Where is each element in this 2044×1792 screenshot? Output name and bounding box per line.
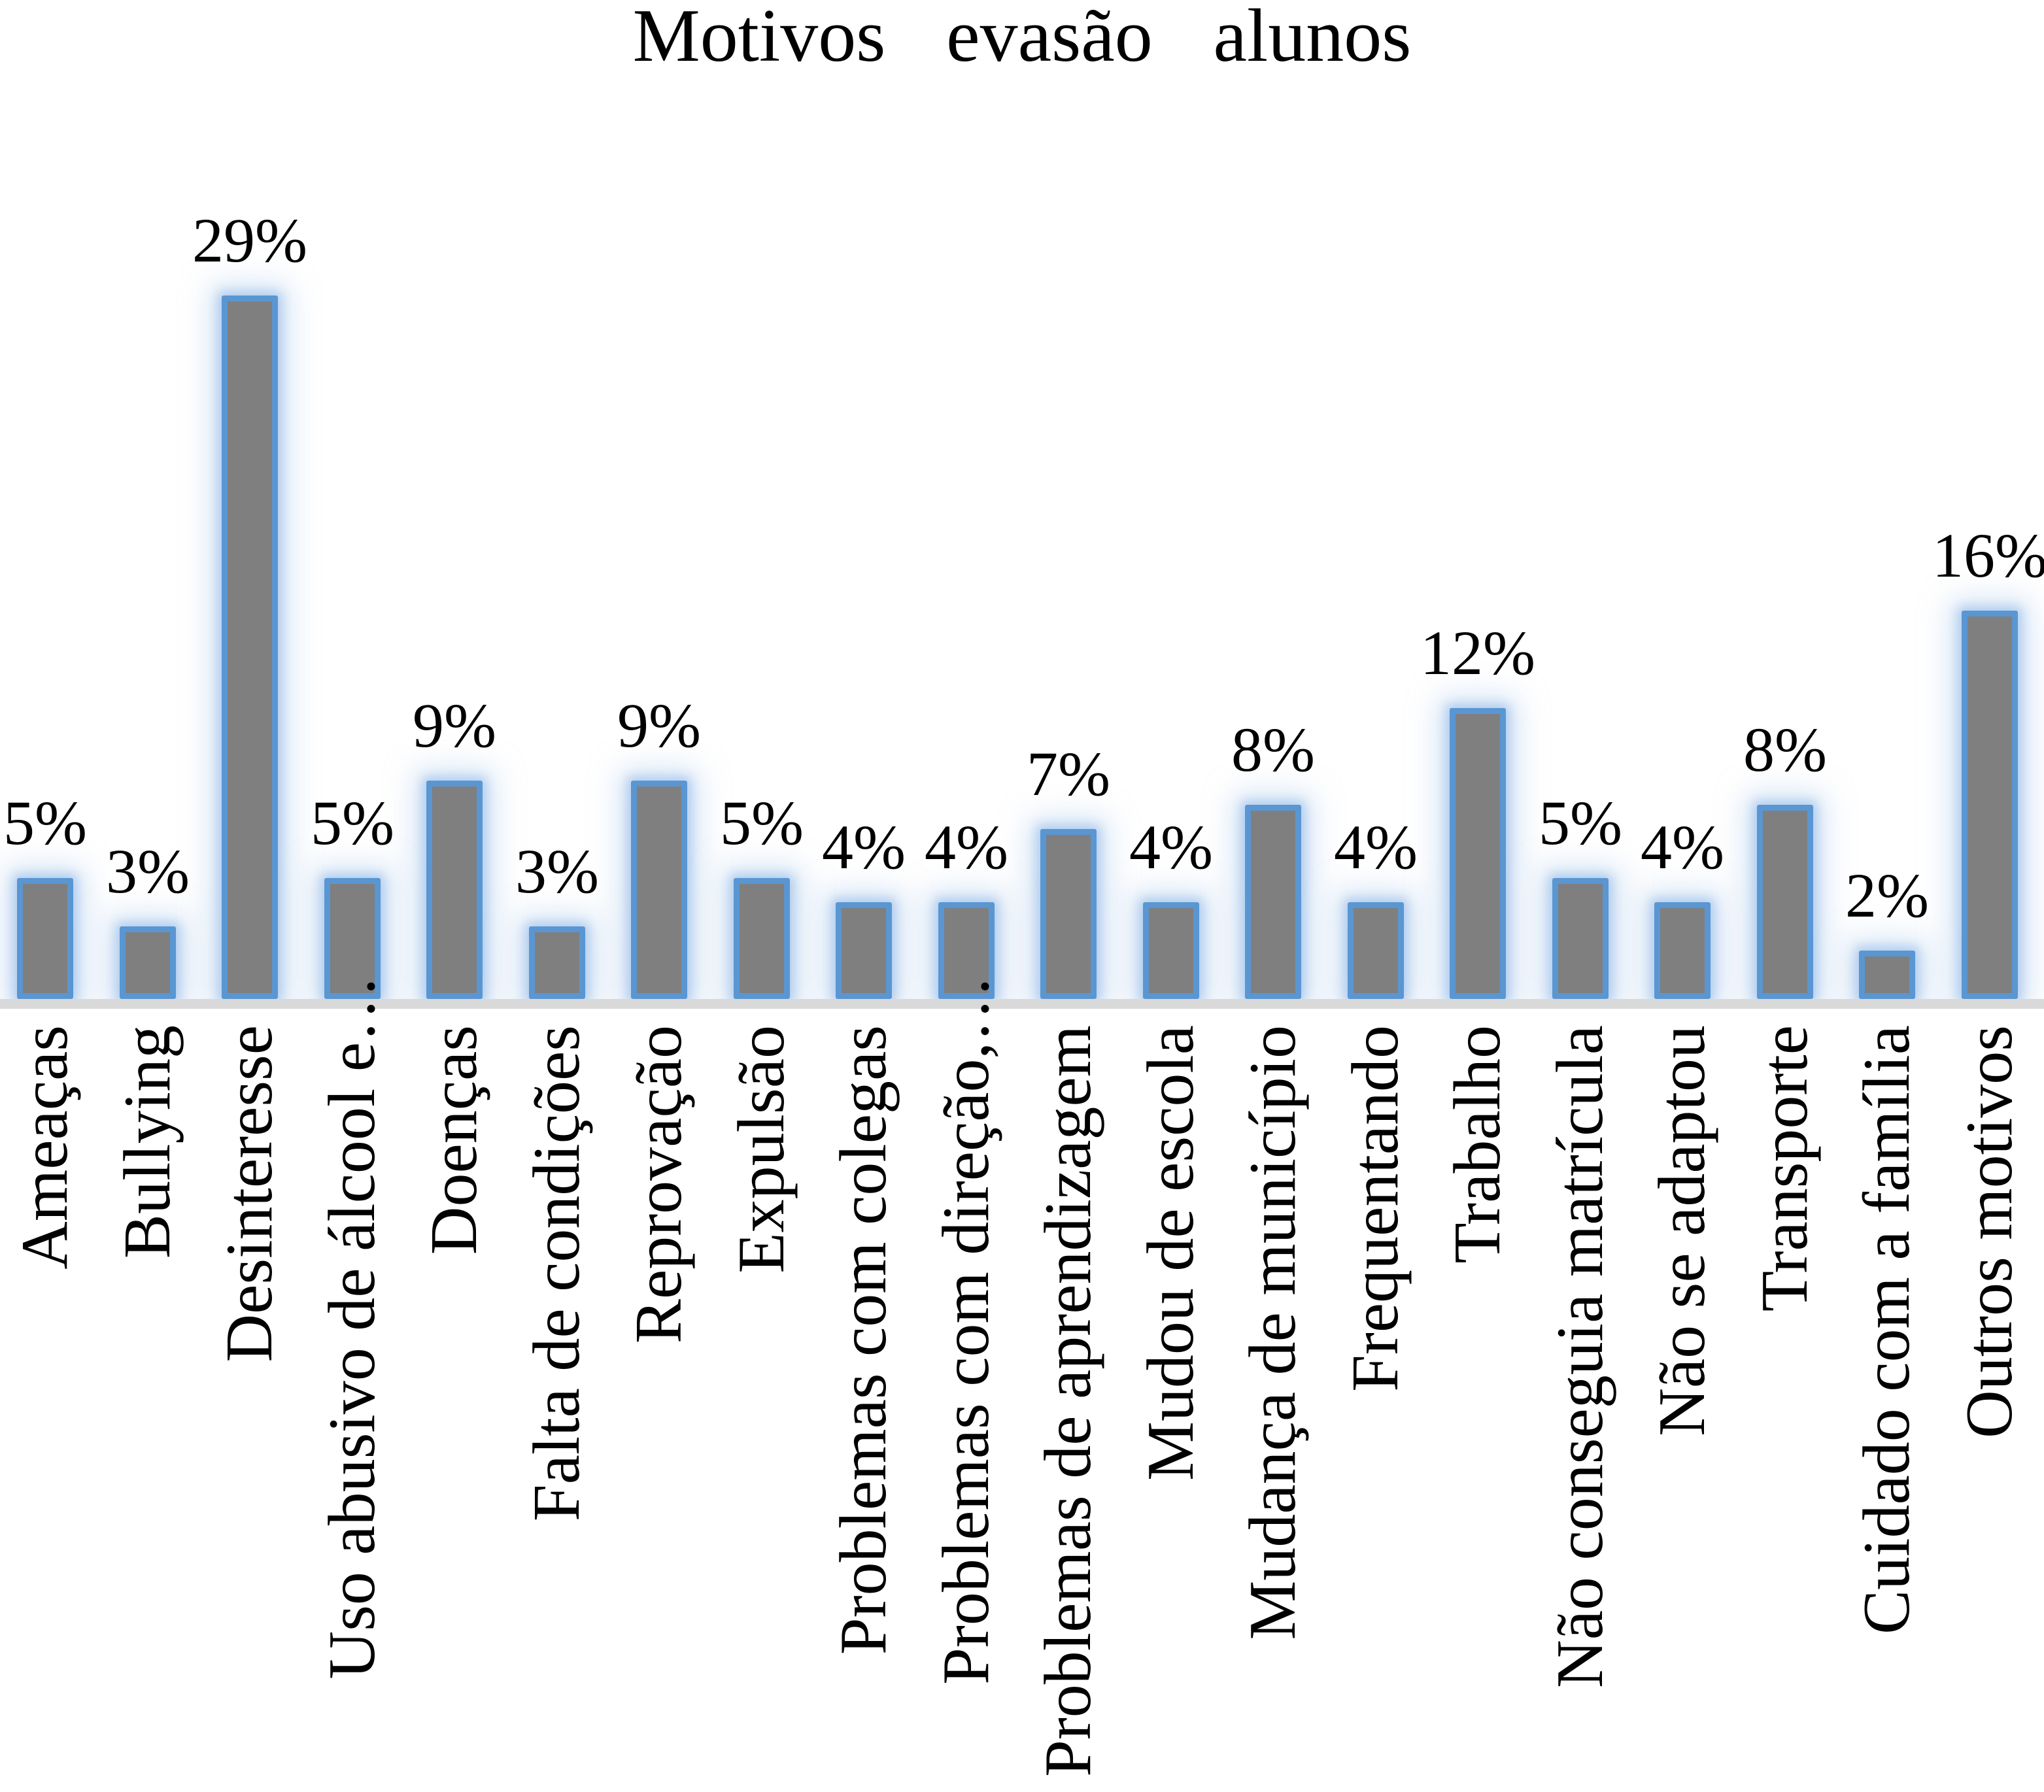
- bar-value-label: 4%: [925, 812, 1008, 882]
- category-label: Problemas de aprendizagem: [1031, 1025, 1105, 1777]
- bar: [426, 781, 483, 999]
- bar-value-label: 7%: [1027, 739, 1110, 809]
- category-label: Outros motivos: [1952, 1025, 2026, 1438]
- bar-value-label: 5%: [3, 788, 87, 858]
- category-label: Uso abusivo de álcool e…: [315, 975, 389, 1680]
- category-label: Reprovação: [622, 1025, 696, 1344]
- bar: [120, 926, 176, 999]
- chart-title: Motivos evasão alunos: [632, 0, 1412, 78]
- category-label: Frequentando: [1338, 1025, 1412, 1392]
- bar: [222, 296, 278, 999]
- category-label: Trabalho: [1440, 1025, 1514, 1264]
- bar-value-label: 5%: [720, 788, 804, 858]
- bar: [324, 878, 381, 999]
- category-label: Não conseguia matrícula: [1543, 1025, 1617, 1688]
- category-label: Falta de condições: [520, 1025, 594, 1522]
- category-label: Expulsão: [724, 1025, 798, 1274]
- bar: [1143, 902, 1199, 999]
- bar-value-label: 8%: [1231, 715, 1315, 785]
- bar-value-label: 3%: [515, 836, 599, 906]
- category-label: Transporte: [1748, 1025, 1822, 1312]
- category-label: Problemas com direção,…: [929, 975, 1003, 1685]
- bar: [1245, 805, 1301, 999]
- bar-value-label: 4%: [822, 812, 906, 882]
- bar-value-label: 3%: [106, 836, 190, 906]
- category-label: Cuidado com a família: [1850, 1025, 1924, 1634]
- category-label: Bullying: [111, 1025, 184, 1259]
- category-label: Não se adaptou: [1645, 1025, 1719, 1436]
- bar: [1348, 902, 1404, 999]
- bar: [1040, 829, 1097, 999]
- bar: [1859, 951, 1915, 999]
- category-label: Ameaças: [8, 1025, 82, 1270]
- bar: [1654, 902, 1711, 999]
- bar-value-label: 9%: [617, 690, 701, 760]
- bar: [836, 902, 892, 999]
- bar: [17, 878, 73, 999]
- category-label: Desinteresse: [213, 1025, 286, 1362]
- category-label: Problemas com colegas: [826, 1025, 900, 1655]
- bar-value-label: 12%: [1420, 618, 1535, 688]
- bar-value-label: 4%: [1129, 812, 1213, 882]
- x-axis-line: [0, 999, 2044, 1009]
- bar: [1552, 878, 1609, 999]
- category-label: Mudou de escola: [1134, 1025, 1208, 1481]
- bar-value-label: 5%: [1539, 788, 1622, 858]
- bar-value-label: 9%: [413, 690, 496, 760]
- bar: [734, 878, 790, 999]
- axis-mask: [0, 1009, 2044, 1055]
- bar-value-label: 29%: [192, 205, 307, 275]
- bar: [529, 926, 585, 999]
- bar-value-label: 16%: [1932, 520, 2044, 590]
- bar-value-label: 5%: [311, 788, 394, 858]
- bar-value-label: 4%: [1334, 812, 1418, 882]
- bar-value-label: 2%: [1845, 860, 1929, 930]
- category-label: Doenças: [417, 1025, 491, 1255]
- bar: [1757, 805, 1813, 999]
- bar: [938, 902, 995, 999]
- bar: [1962, 611, 2018, 999]
- category-label: Mudança de município: [1236, 1025, 1310, 1640]
- bar-value-label: 4%: [1641, 812, 1724, 882]
- bar-value-label: 8%: [1743, 715, 1827, 785]
- bar: [1450, 708, 1506, 999]
- bar: [631, 781, 687, 999]
